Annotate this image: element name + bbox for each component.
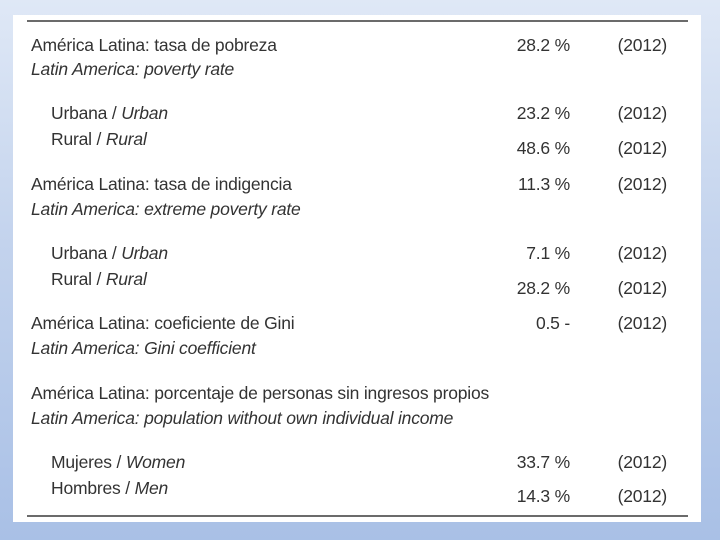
poverty-urban-label: Urbana / Urban — [51, 102, 168, 124]
indigence-rate-label-en: Latin America: extreme poverty rate — [31, 199, 301, 219]
slide-panel: América Latina: tasa de pobreza Latin Am… — [13, 15, 701, 522]
indigence-rate-label-es: América Latina: tasa de indigencia — [31, 174, 292, 194]
no-income-men-label-es: Hombres / — [51, 478, 135, 498]
poverty-rural-label-en: Rural — [105, 129, 147, 149]
top-rule — [27, 20, 688, 22]
no-income-women-label: Mujeres / Women — [51, 451, 185, 473]
no-income-women-value: 33.7 % — [516, 452, 570, 472]
poverty-rate-value: 28.2 % — [516, 35, 570, 55]
indigence-rural-label: Rural / Rural — [51, 268, 147, 290]
no-income-men-label-en: Men — [134, 478, 169, 498]
gini-label-es: América Latina: coeficiente de Gini — [31, 313, 295, 333]
no-income-men-value: 14.3 % — [516, 486, 570, 506]
no-income-women-label-es: Mujeres / — [51, 452, 126, 472]
no-income-women-year: (2012) — [617, 452, 668, 472]
poverty-rate-year: (2012) — [617, 35, 668, 55]
no-income-men-year: (2012) — [617, 486, 668, 506]
no-income-women-label-en: Women — [125, 452, 186, 472]
poverty-rate-label-en: Latin America: poverty rate — [31, 59, 235, 79]
indigence-urban-label-en: Urban — [121, 243, 168, 263]
indigence-rate-value: 11.3 % — [518, 174, 570, 194]
indigence-urban-value: 7.1 % — [526, 243, 570, 263]
gini-label-en: Latin America: Gini coefficient — [31, 338, 256, 358]
gini-value: 0.5 - — [535, 313, 570, 333]
indigence-urban-year: (2012) — [617, 243, 668, 263]
indigence-rural-label-es: Rural / — [51, 269, 106, 289]
poverty-rural-label-es: Rural / — [51, 129, 106, 149]
indigence-rate-year: (2012) — [617, 174, 668, 194]
poverty-rural-year: (2012) — [617, 138, 668, 158]
poverty-urban-label-es: Urbana / — [51, 103, 122, 123]
poverty-urban-label-en: Urban — [121, 103, 168, 123]
poverty-rate-label-es: América Latina: tasa de pobreza — [31, 35, 277, 55]
no-income-label-en: Latin America: population without own in… — [31, 408, 454, 428]
indigence-urban-label-es: Urbana / — [51, 243, 122, 263]
no-income-men-label: Hombres / Men — [51, 477, 168, 499]
indigence-rural-label-en: Rural — [105, 269, 147, 289]
indigence-rural-value: 28.2 % — [516, 278, 570, 298]
bottom-rule — [27, 515, 688, 517]
indigence-rural-year: (2012) — [617, 278, 668, 298]
poverty-rural-label: Rural / Rural — [51, 128, 147, 150]
poverty-urban-year: (2012) — [617, 103, 668, 123]
poverty-urban-value: 23.2 % — [516, 103, 570, 123]
poverty-rural-value: 48.6 % — [516, 138, 570, 158]
indigence-urban-label: Urbana / Urban — [51, 242, 168, 264]
gini-year: (2012) — [617, 313, 668, 333]
no-income-label-es: América Latina: porcentaje de personas s… — [31, 383, 490, 403]
